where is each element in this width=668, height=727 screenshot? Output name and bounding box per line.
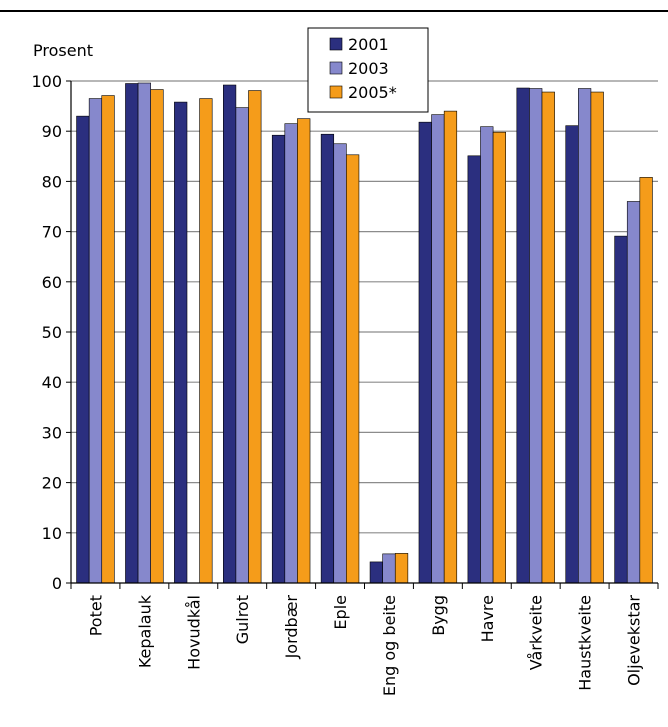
x-category-labels: Potet Kepalauk Hovudkål Gulrot Jordbær Eple En…	[86, 594, 643, 696]
bar-2001-5	[320, 133, 335, 584]
bar-2005-10	[590, 91, 604, 584]
bar-2001-7	[418, 121, 432, 584]
legend-swatch	[329, 37, 343, 51]
gridlines	[71, 80, 658, 534]
bar-2003-6	[382, 553, 396, 584]
x-category-label: Eng og beite	[380, 595, 399, 696]
y-tick-label: 80	[42, 172, 62, 191]
bars	[76, 82, 653, 584]
x-category-label: Hovudkål	[184, 595, 203, 670]
bar-2001-11	[614, 235, 628, 584]
x-category-label: Eple	[331, 595, 350, 630]
bar-2003-3	[235, 107, 249, 584]
x-category-label: Oljevekstar	[625, 595, 644, 686]
bar-2005-7	[443, 110, 458, 584]
axes	[66, 80, 659, 589]
x-category-label: Bygg	[429, 595, 448, 636]
bar-2001-1	[125, 83, 139, 584]
bar-2001-6	[369, 561, 383, 584]
bar-2005-11	[639, 177, 653, 584]
y-tick-label: 30	[42, 423, 62, 442]
y-tick-label: 0	[52, 574, 62, 593]
y-tick-label: 60	[42, 273, 62, 292]
bar-2001-8	[467, 155, 481, 584]
y-tick-label: 10	[42, 524, 62, 543]
x-category-label: Haustkveite	[576, 595, 595, 691]
x-category-label: Gulrot	[233, 595, 252, 644]
legend-label: 2003	[348, 59, 389, 78]
bar-2005-8	[492, 131, 506, 584]
bar-2005-2	[199, 98, 213, 584]
bar-2005-1	[150, 89, 164, 584]
y-tick-labels: 0 10 20 30 40 50 60 70 80 90 100	[31, 72, 62, 593]
x-category-label: Havre	[478, 595, 497, 642]
y-tick-label: 100	[31, 72, 62, 91]
bar-2003-7	[431, 114, 445, 584]
bar-2003-5	[333, 143, 347, 584]
y-axis-title: Prosent	[33, 41, 93, 60]
y-tick-label: 50	[42, 323, 62, 342]
bar-2001-9	[516, 87, 530, 584]
legend-label: 2001	[348, 35, 389, 54]
bar-2005-6	[394, 553, 409, 584]
legend-box	[307, 27, 429, 113]
bar-2005-9	[541, 91, 555, 584]
bar-2003-1	[137, 82, 151, 584]
legend: 2001 2003 2005*	[307, 27, 429, 113]
x-category-label: Vårkveite	[527, 595, 546, 670]
x-category-label: Jordbær	[282, 595, 301, 660]
y-tick-label: 70	[42, 223, 62, 242]
bar-2001-10	[565, 125, 579, 584]
bar-2001-2	[174, 101, 188, 584]
legend-swatch	[329, 61, 343, 75]
bar-2001-3	[223, 84, 237, 584]
legend-swatch	[329, 85, 343, 99]
bar-2003-10	[578, 88, 592, 584]
bar-2005-3	[248, 90, 262, 584]
x-category-label: Kepalauk	[135, 594, 154, 668]
bar-2001-4	[271, 134, 286, 584]
bar-2005-0	[101, 95, 115, 584]
y-tick-label: 90	[42, 122, 62, 141]
bar-2003-11	[626, 201, 641, 584]
x-category-label: Potet	[86, 595, 105, 636]
bar-2003-4	[284, 123, 298, 584]
legend-label: 2005*	[348, 83, 397, 102]
bar-2005-4	[297, 118, 311, 584]
bar-2003-9	[529, 88, 543, 584]
bar-2003-0	[88, 98, 103, 584]
y-tick-label: 20	[42, 474, 62, 493]
bar-2005-5	[346, 154, 360, 584]
bar-2001-0	[76, 115, 90, 584]
bar-2003-8	[480, 126, 494, 584]
y-tick-label: 40	[42, 373, 62, 392]
